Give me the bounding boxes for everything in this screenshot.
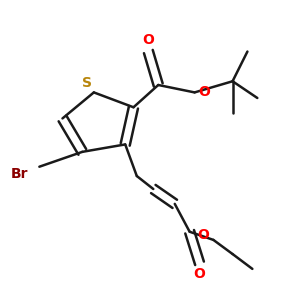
Text: S: S xyxy=(82,76,92,90)
Text: O: O xyxy=(142,33,154,47)
Text: Br: Br xyxy=(11,167,28,181)
Text: O: O xyxy=(199,85,210,99)
Text: O: O xyxy=(194,268,206,281)
Text: O: O xyxy=(197,229,209,242)
